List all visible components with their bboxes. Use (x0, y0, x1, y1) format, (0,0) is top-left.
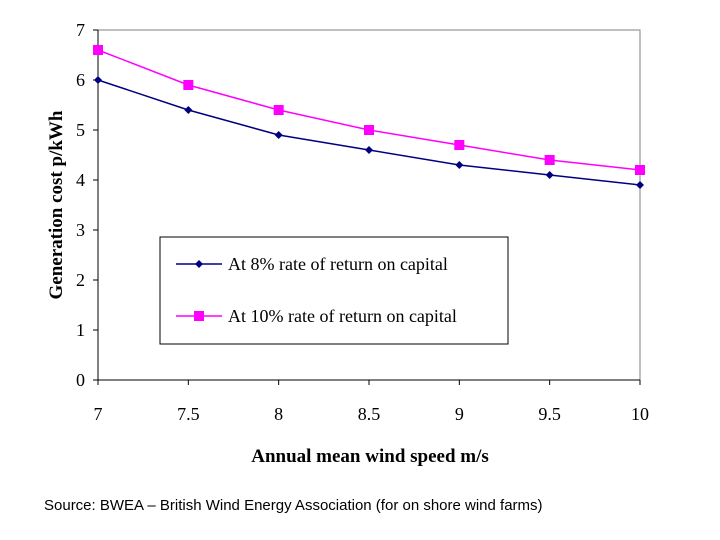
series-2-point (364, 125, 374, 135)
legend-label-series-1: At 8% rate of return on capital (228, 254, 448, 274)
series-1-point (274, 131, 283, 139)
series-2-point (273, 105, 284, 115)
series-1-point (365, 146, 373, 154)
series-2-point (183, 80, 194, 90)
x-tick-label: 9 (455, 404, 464, 424)
series-1-point (94, 76, 102, 84)
y-axis-title: Generation cost p/kWh (46, 110, 67, 299)
y-tick-label: 2 (76, 270, 85, 290)
series-layer (93, 45, 645, 189)
series-1-point (636, 181, 644, 189)
legend-marker-series-2 (194, 311, 204, 321)
series-2-point (544, 155, 555, 165)
x-axis-title: Annual mean wind speed m/s (251, 446, 489, 467)
x-tick-label: 8 (274, 404, 283, 424)
x-ticks: 7 7.5 8 8.5 9 9.5 10 (94, 380, 649, 424)
y-tick-label: 4 (76, 170, 85, 190)
y-tick-label: 6 (76, 70, 85, 90)
series-2-point (454, 140, 465, 150)
y-tick-label: 7 (76, 20, 85, 40)
x-tick-label: 10 (631, 404, 649, 424)
x-tick-label: 8.5 (358, 404, 381, 424)
x-tick-label: 7.5 (177, 404, 200, 424)
y-tick-label: 1 (76, 320, 85, 340)
x-tick-label: 9.5 (538, 404, 561, 424)
legend-label-series-2: At 10% rate of return on capital (228, 306, 457, 326)
series-2-point (93, 45, 103, 55)
series-2-point (635, 165, 645, 175)
series-1-point (545, 171, 554, 179)
legend-box (159, 236, 509, 345)
y-tick-label: 5 (76, 120, 85, 140)
legend-marker-series-1 (195, 260, 203, 268)
x-tick-label: 7 (94, 404, 103, 424)
y-tick-label: 0 (76, 370, 85, 390)
series-1-point (184, 106, 193, 114)
y-ticks: 0 1 2 3 4 5 6 7 (76, 20, 98, 390)
legend: At 8% rate of return on capital At 10% r… (159, 236, 509, 345)
source-note: Source: BWEA – British Wind Energy Assoc… (44, 497, 543, 514)
y-tick-label: 3 (76, 220, 85, 240)
series-1-point (455, 161, 464, 169)
